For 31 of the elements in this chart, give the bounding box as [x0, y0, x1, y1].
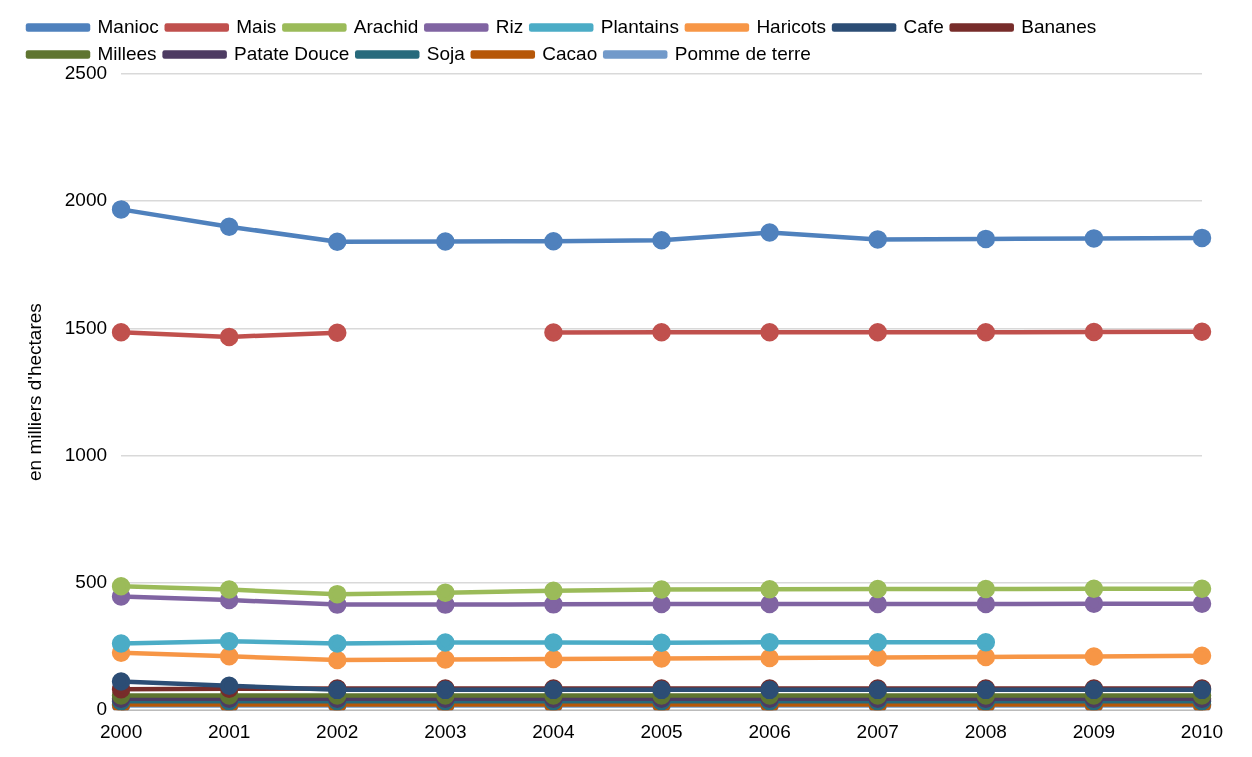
- x-tick-label: 2009: [1072, 720, 1116, 742]
- legend-label: Riz: [495, 15, 524, 37]
- legend-label: Manioc: [97, 15, 159, 37]
- y-tick-label: 0: [96, 698, 108, 720]
- legend-label: Soja: [426, 42, 466, 64]
- legend-label: Bananes: [1021, 15, 1097, 37]
- y-axis-title: en milliers d'hectares: [23, 303, 45, 482]
- legend-label: Millees: [97, 42, 157, 64]
- legend-label: Cafe: [903, 15, 944, 37]
- y-tick-label: 1000: [64, 443, 108, 465]
- legend-label: Mais: [236, 15, 277, 37]
- legend-label: Haricots: [756, 15, 827, 37]
- x-tick-label: 2003: [424, 720, 467, 742]
- legend-label: Plantains: [600, 15, 679, 37]
- x-tick-label: 2010: [1180, 720, 1224, 742]
- legend-label: Arachid: [353, 15, 419, 37]
- x-tick-label: 2006: [748, 720, 791, 742]
- x-tick-label: 2005: [640, 720, 683, 742]
- x-tick-label: 2000: [99, 720, 143, 742]
- y-tick-label: 2000: [64, 189, 108, 211]
- y-tick-label: 1500: [64, 316, 108, 338]
- legend-label: Pomme de terre: [674, 42, 811, 64]
- x-tick-label: 2001: [208, 720, 251, 742]
- x-tick-label: 2002: [316, 720, 359, 742]
- x-tick-label: 2004: [532, 720, 575, 742]
- legend-label: Cacao: [542, 42, 598, 64]
- y-tick-label: 500: [75, 571, 108, 593]
- x-tick-label: 2007: [856, 720, 899, 742]
- y-tick-label: 2500: [64, 62, 108, 84]
- legend-label: Patate Douce: [234, 42, 350, 64]
- x-tick-label: 2008: [964, 720, 1007, 742]
